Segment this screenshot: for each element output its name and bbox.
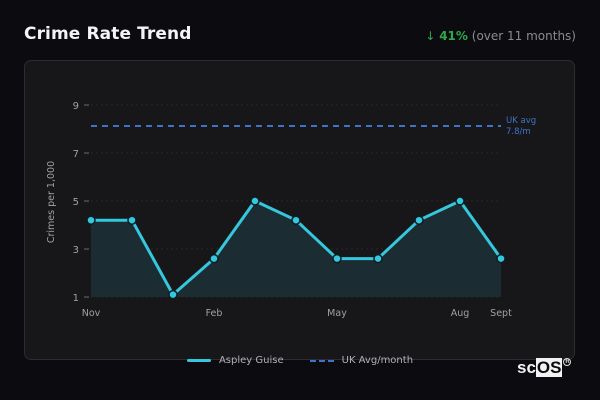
data-point xyxy=(209,253,219,264)
legend-item-series[interactable]: Aspley Guise xyxy=(186,355,284,366)
y-tick-label: 7 xyxy=(73,149,79,160)
y-tick-label: 9 xyxy=(73,101,79,112)
data-point xyxy=(332,253,342,264)
uk-average-annotation-line1: UK avg xyxy=(506,116,536,126)
series-area xyxy=(91,201,501,297)
trend-period: (over 11 months) xyxy=(471,29,576,43)
data-point xyxy=(86,215,96,225)
trend-percentage: 41% xyxy=(439,29,468,43)
x-tick-label: Feb xyxy=(206,308,223,319)
page-title: Crime Rate Trend xyxy=(24,24,192,44)
brand-prefix: sc xyxy=(517,358,536,377)
data-point xyxy=(291,215,301,225)
y-tick-label: 1 xyxy=(73,293,79,304)
legend-item-uk-avg[interactable]: UK Avg/month xyxy=(309,355,414,366)
solid-line-swatch-icon xyxy=(186,359,211,362)
chart-card xyxy=(24,60,575,360)
uk-average-annotation-line2: 7.8/m xyxy=(506,127,531,137)
legend-uk-label: UK Avg/month xyxy=(341,355,414,366)
x-tick-label: May xyxy=(327,308,347,319)
dashed-line-swatch-icon xyxy=(309,359,334,362)
y-axis-label: Crimes per 1,000 xyxy=(46,161,57,243)
registered-mark-icon: R xyxy=(563,358,572,366)
data-point xyxy=(168,289,178,300)
trend-summary: ↓ 41% (over 11 months) xyxy=(425,29,576,43)
x-tick-label: Aug xyxy=(451,308,470,319)
chart-legend: Aspley Guise UK Avg/month xyxy=(0,355,600,366)
data-point xyxy=(414,215,424,225)
y-tick-label: 5 xyxy=(73,197,79,208)
legend-series-label: Aspley Guise xyxy=(218,355,284,366)
data-point xyxy=(127,215,137,225)
y-tick-label: 3 xyxy=(73,245,79,256)
data-point xyxy=(250,196,260,206)
data-point xyxy=(496,253,506,264)
x-tick-label: Sept xyxy=(490,308,512,319)
data-point xyxy=(373,253,383,264)
brand-highlight: OS xyxy=(535,358,563,377)
trend-down-arrow-icon: ↓ xyxy=(425,29,436,43)
brand-logo: sc OS R xyxy=(517,358,572,378)
x-tick-label: Nov xyxy=(82,308,101,319)
data-point xyxy=(455,196,465,206)
